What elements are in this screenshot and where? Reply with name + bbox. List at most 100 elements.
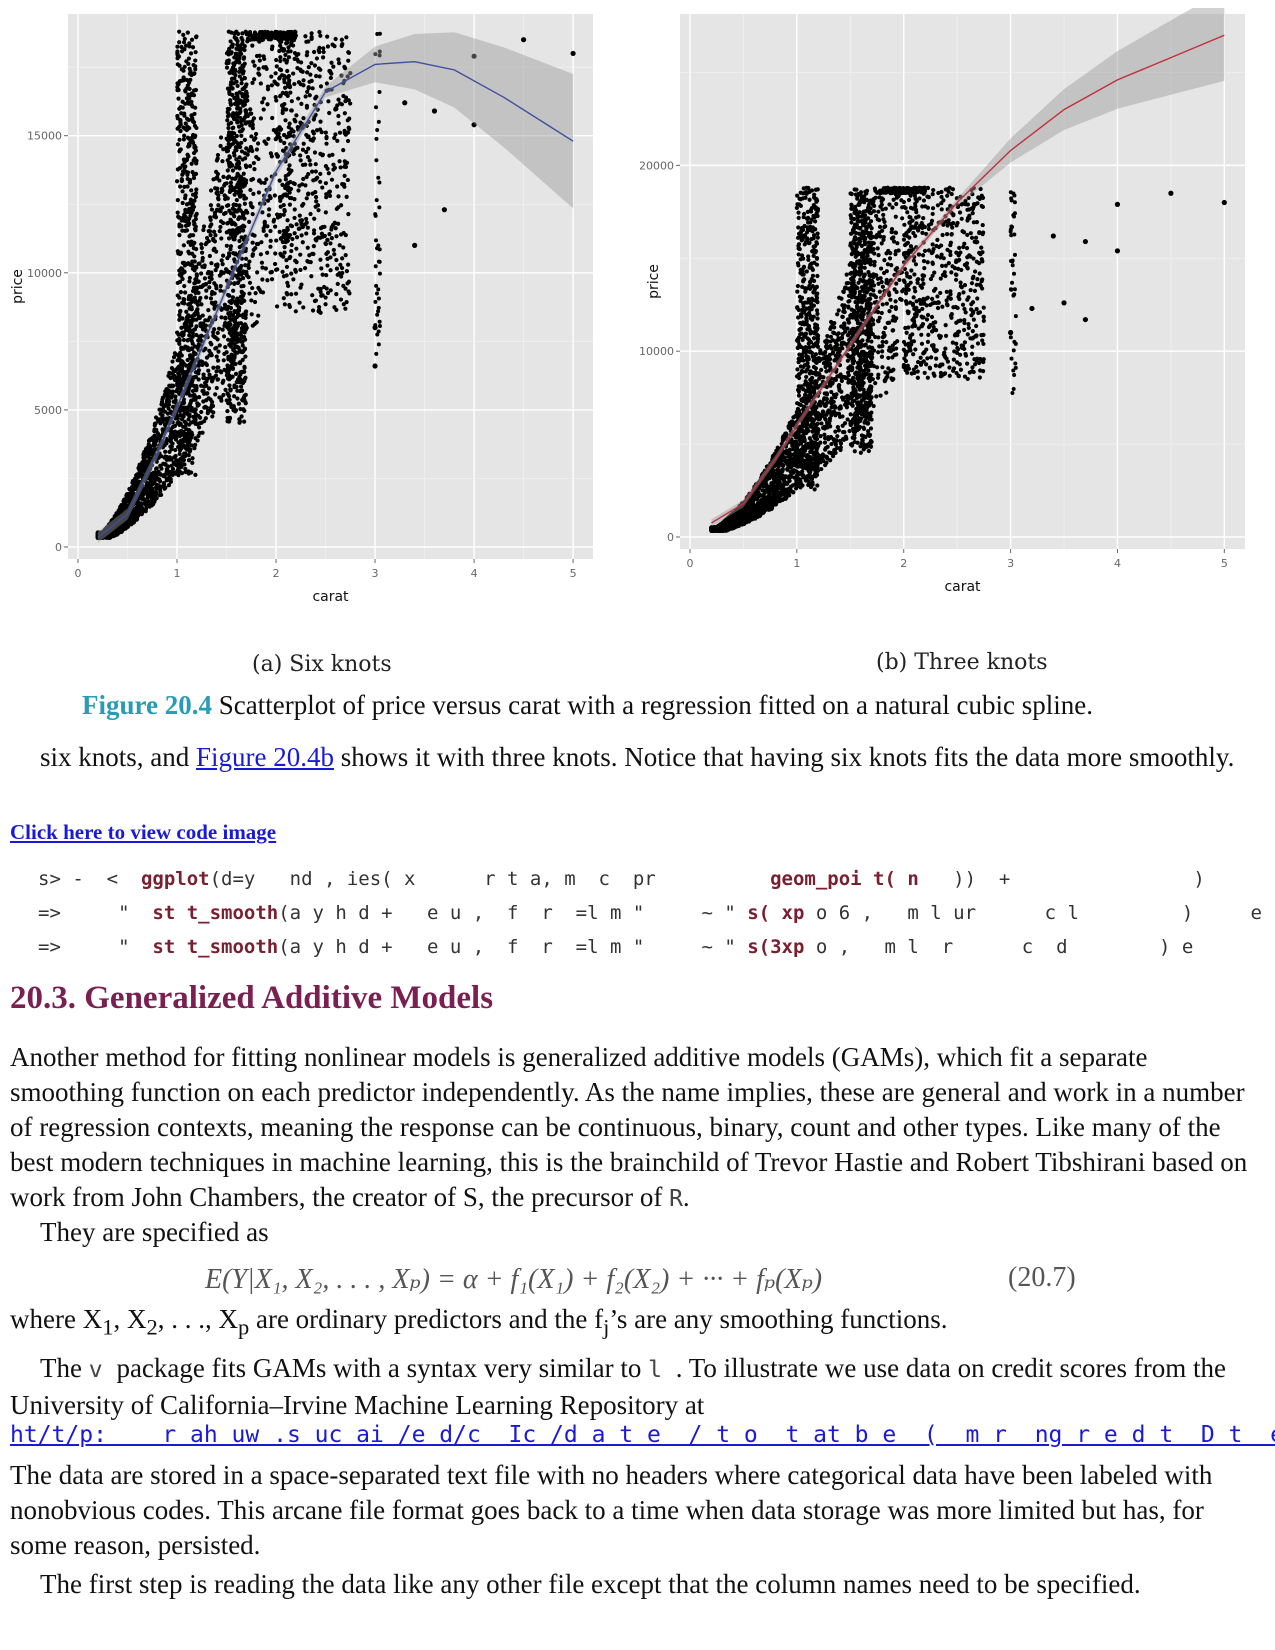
scatter-point [193, 472, 198, 477]
scatter-point [239, 414, 244, 419]
scatter-point [191, 266, 196, 271]
scatter-point [285, 218, 290, 223]
scatter-point [213, 268, 218, 273]
scatter-point [254, 147, 260, 152]
scatter-point [195, 302, 201, 307]
scatter-point [163, 485, 168, 490]
scatter-point [220, 327, 225, 332]
scatter-point [175, 167, 180, 172]
scatter-point [818, 434, 823, 439]
scatter-point [316, 66, 321, 71]
scatter-point [216, 349, 221, 354]
scatter-point [178, 118, 183, 123]
scatter-point [377, 180, 382, 185]
scatter-point [226, 292, 231, 298]
scatter-point [293, 29, 298, 35]
scatter-point [219, 236, 224, 241]
scatter-point [304, 39, 309, 44]
scatter-point [240, 157, 245, 162]
scatter-point [215, 365, 220, 370]
scatter-point [170, 374, 176, 380]
scatter-point [252, 77, 257, 82]
scatter-point [217, 229, 222, 234]
scatter-point [253, 33, 258, 39]
scatter-point [166, 483, 172, 488]
scatter-point [180, 189, 185, 194]
scatter-point [188, 77, 193, 82]
scatter-point [235, 388, 240, 393]
outlier-point [412, 242, 418, 248]
scatter-point [232, 31, 237, 36]
scatter-point [172, 431, 177, 436]
scatter-point [225, 86, 231, 91]
scatter-point [208, 203, 213, 208]
scatter-point [240, 343, 245, 348]
scatter-point [829, 441, 834, 447]
scatter-point [307, 158, 312, 163]
scatter-point [331, 64, 336, 69]
scatter-point [176, 352, 181, 357]
scatter-point [233, 371, 239, 376]
scatter-point [216, 203, 221, 208]
scatter-point [247, 259, 252, 264]
scatter-point [819, 367, 824, 372]
scatter-point [224, 230, 229, 235]
scatter-point [208, 215, 213, 220]
scatter-point [323, 181, 328, 186]
scatter-point [182, 133, 187, 138]
scatter-point [256, 71, 261, 76]
scatter-point [270, 115, 275, 121]
scatter-point [177, 29, 182, 34]
scatter-point [192, 344, 198, 349]
scatter-point [196, 363, 201, 368]
scatter-point [234, 227, 239, 232]
scatter-point [114, 532, 120, 537]
scatter-point [139, 465, 144, 470]
scatter-point [236, 144, 242, 149]
scatter-point [207, 372, 212, 377]
scatter-point [191, 175, 197, 181]
scatter-point [213, 392, 218, 397]
scatter-point [377, 205, 382, 210]
scatter-point [289, 242, 294, 248]
scatter-point [239, 81, 244, 86]
scatter-point [284, 193, 290, 198]
scatter-point [175, 416, 180, 421]
scatter-point [291, 43, 296, 48]
scatter-point [306, 172, 311, 177]
scatter-point [373, 52, 378, 57]
scatter-point [240, 180, 246, 185]
scatter-point [375, 312, 380, 317]
scatter-point [183, 121, 188, 126]
scatter-point [254, 154, 259, 160]
scatter-point [212, 210, 218, 215]
scatter-point [199, 383, 204, 388]
scatter-point [376, 259, 381, 264]
scatter-point [227, 383, 232, 388]
scatter-point [181, 137, 187, 142]
scatter-point [227, 323, 232, 328]
scatter-point [226, 394, 232, 399]
scatter-point [298, 125, 303, 130]
scatter-point [180, 437, 185, 443]
scatter-point [231, 347, 236, 353]
scatter-point [377, 247, 382, 252]
scatter-point [181, 330, 186, 335]
scatter-point [186, 297, 191, 302]
scatter-point [334, 234, 339, 239]
scatter-point [313, 194, 319, 200]
scatter-point [213, 233, 218, 238]
scatter-point [194, 332, 199, 338]
scatter-point [268, 151, 273, 156]
scatter-point [221, 334, 227, 339]
scatter-point [189, 161, 194, 166]
scatter-point [311, 228, 317, 233]
scatter-point [177, 222, 182, 227]
scatter-point [277, 135, 282, 140]
scatter-point [208, 408, 213, 413]
scatter-point [288, 49, 293, 54]
scatter-point [201, 348, 206, 353]
scatter-point [219, 258, 224, 263]
scatter-point [178, 184, 183, 189]
